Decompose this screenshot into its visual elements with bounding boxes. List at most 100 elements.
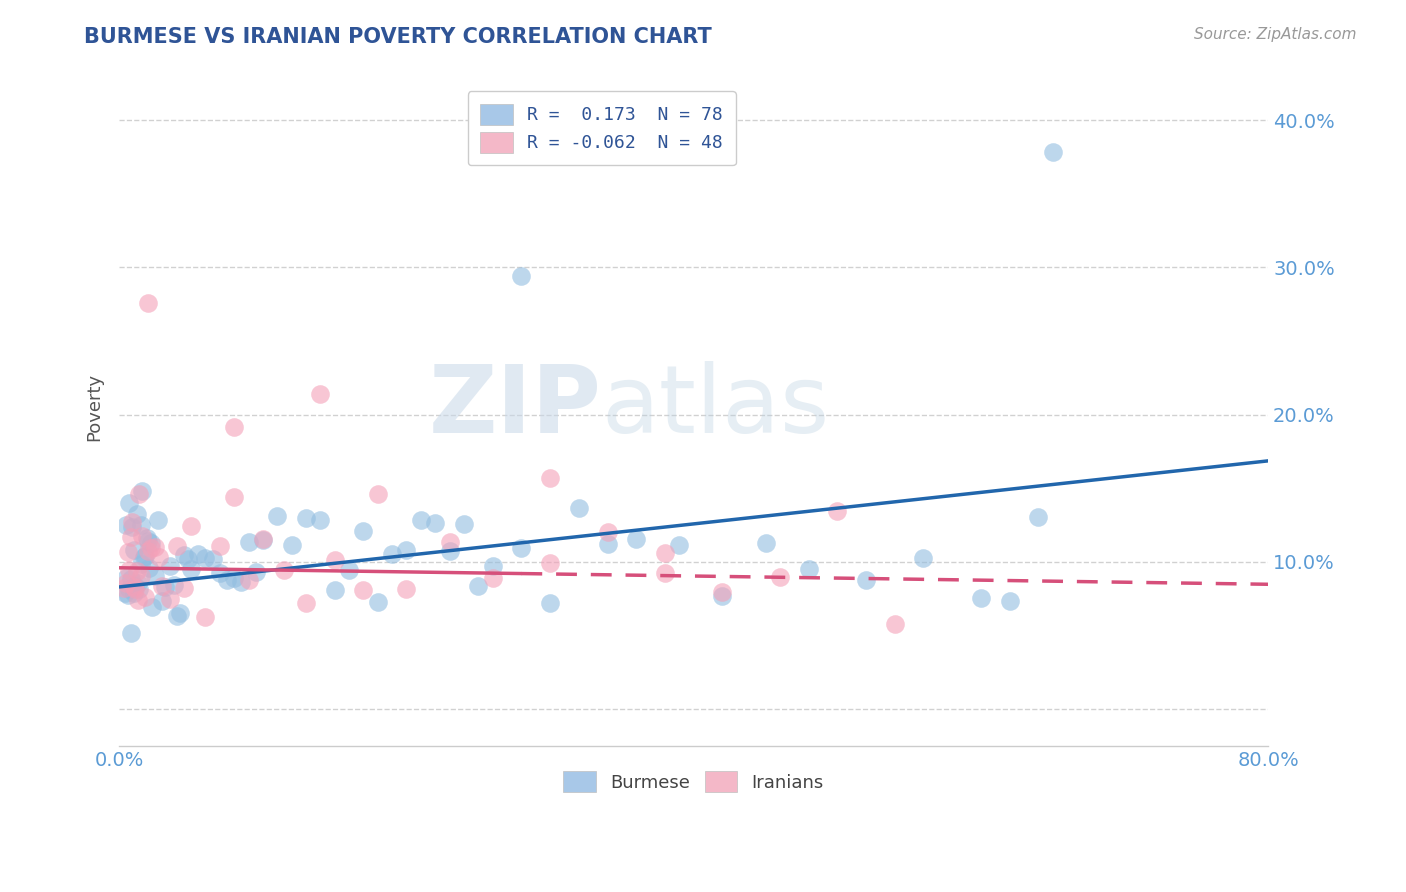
- Point: [143, 540, 166, 554]
- Point: [711, 589, 734, 603]
- Point: [136, 543, 159, 558]
- Point: [273, 563, 295, 577]
- Point: [132, 550, 155, 565]
- Point: [352, 524, 374, 538]
- Point: [215, 573, 238, 587]
- Point: [139, 541, 162, 555]
- Point: [481, 571, 503, 585]
- Point: [117, 545, 139, 559]
- Point: [1028, 509, 1050, 524]
- Point: [155, 580, 177, 594]
- Point: [166, 609, 188, 624]
- Point: [208, 539, 231, 553]
- Point: [115, 571, 138, 585]
- Point: [510, 541, 533, 555]
- Point: [295, 511, 318, 525]
- Point: [187, 548, 209, 562]
- Point: [173, 581, 195, 595]
- Point: [439, 534, 461, 549]
- Point: [309, 386, 332, 401]
- Point: [538, 556, 561, 570]
- Point: [883, 617, 905, 632]
- Point: [121, 515, 143, 529]
- Point: [754, 535, 776, 549]
- Text: atlas: atlas: [602, 361, 830, 453]
- Text: Source: ZipAtlas.com: Source: ZipAtlas.com: [1194, 27, 1357, 42]
- Point: [150, 579, 173, 593]
- Point: [122, 586, 145, 600]
- Point: [769, 569, 792, 583]
- Point: [124, 579, 146, 593]
- Point: [309, 513, 332, 527]
- Point: [395, 543, 418, 558]
- Point: [797, 562, 820, 576]
- Point: [128, 582, 150, 597]
- Point: [998, 594, 1021, 608]
- Point: [129, 557, 152, 571]
- Point: [115, 518, 138, 533]
- Point: [141, 600, 163, 615]
- Point: [439, 544, 461, 558]
- Point: [208, 566, 231, 581]
- Point: [114, 586, 136, 600]
- Point: [118, 496, 141, 510]
- Point: [295, 596, 318, 610]
- Point: [125, 507, 148, 521]
- Point: [266, 509, 288, 524]
- Point: [131, 484, 153, 499]
- Point: [337, 563, 360, 577]
- Point: [120, 626, 142, 640]
- Point: [323, 583, 346, 598]
- Point: [122, 580, 145, 594]
- Point: [148, 549, 170, 564]
- Point: [143, 569, 166, 583]
- Point: [367, 487, 389, 501]
- Point: [510, 269, 533, 284]
- Point: [180, 562, 202, 576]
- Point: [118, 582, 141, 597]
- Point: [131, 529, 153, 543]
- Point: [177, 552, 200, 566]
- Point: [395, 582, 418, 596]
- Point: [711, 585, 734, 599]
- Point: [159, 592, 181, 607]
- Point: [150, 594, 173, 608]
- Point: [381, 547, 404, 561]
- Point: [127, 593, 149, 607]
- Point: [596, 537, 619, 551]
- Point: [538, 471, 561, 485]
- Point: [654, 546, 676, 560]
- Point: [129, 517, 152, 532]
- Point: [245, 565, 267, 579]
- Point: [467, 579, 489, 593]
- Point: [117, 588, 139, 602]
- Point: [538, 596, 561, 610]
- Point: [124, 582, 146, 596]
- Point: [194, 610, 217, 624]
- Point: [120, 572, 142, 586]
- Point: [596, 525, 619, 540]
- Point: [136, 296, 159, 310]
- Point: [409, 513, 432, 527]
- Point: [115, 575, 138, 590]
- Point: [224, 490, 246, 504]
- Point: [654, 566, 676, 581]
- Point: [194, 551, 217, 566]
- Point: [120, 530, 142, 544]
- Point: [112, 581, 135, 595]
- Point: [252, 532, 274, 546]
- Point: [139, 536, 162, 550]
- Point: [146, 513, 169, 527]
- Point: [224, 571, 246, 585]
- Point: [125, 564, 148, 578]
- Point: [201, 552, 224, 566]
- Point: [129, 569, 152, 583]
- Y-axis label: Poverty: Poverty: [86, 373, 103, 442]
- Point: [224, 419, 246, 434]
- Point: [912, 551, 935, 566]
- Text: ZIP: ZIP: [429, 361, 602, 453]
- Point: [453, 516, 475, 531]
- Point: [626, 532, 648, 546]
- Point: [169, 606, 191, 620]
- Point: [135, 531, 157, 545]
